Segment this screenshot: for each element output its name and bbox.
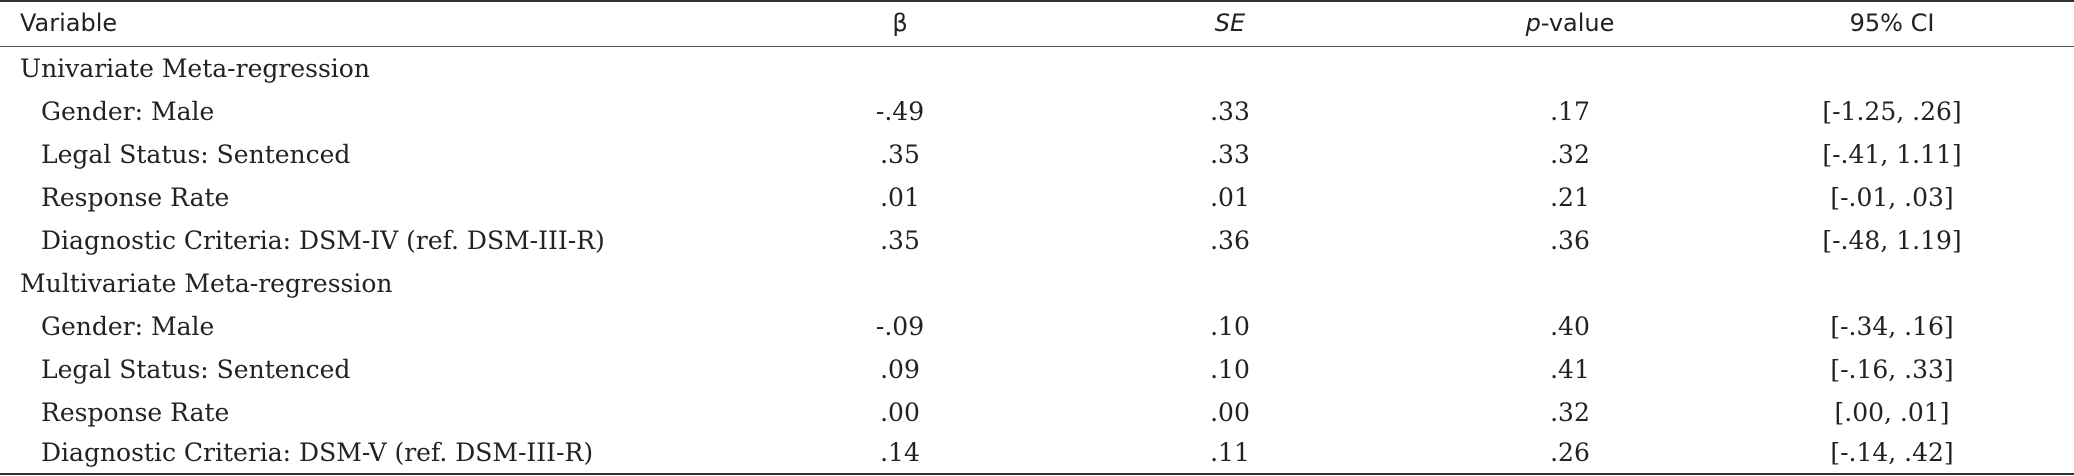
table-row: Response Rate .01 .01 .21 [-.01, .03]	[0, 176, 2074, 219]
header-variable: Variable	[20, 9, 118, 37]
se-cell: .33	[1210, 97, 1250, 126]
beta-cell: -.09	[875, 312, 925, 341]
table-header-row: Variable β SE p-value 95% CI	[0, 2, 2074, 45]
header-p-letter: p	[1525, 9, 1541, 37]
section-title-row: Multivariate Meta-regression	[0, 262, 2074, 305]
section-title: Multivariate Meta-regression	[20, 269, 393, 298]
p-value-cell: .41	[1550, 355, 1590, 384]
beta-cell: .35	[880, 140, 920, 169]
table-row: Legal Status: Sentenced .35 .33 .32 [-.4…	[0, 133, 2074, 176]
p-value-cell: .40	[1550, 312, 1590, 341]
variable-cell: Legal Status: Sentenced	[41, 355, 351, 384]
variable-cell: Legal Status: Sentenced	[41, 140, 351, 169]
p-value-cell: .17	[1550, 97, 1590, 126]
variable-cell: Diagnostic Criteria: DSM-IV (ref. DSM-II…	[41, 226, 605, 255]
beta-cell: .14	[880, 438, 920, 467]
variable-cell: Gender: Male	[41, 97, 215, 126]
header-beta: β	[892, 9, 908, 37]
ci-cell: [-.48, 1.19]	[1822, 226, 1962, 255]
table-row: Gender: Male -.09 .10 .40 [-.34, .16]	[0, 305, 2074, 348]
se-cell: .10	[1210, 312, 1250, 341]
beta-cell: -.49	[875, 97, 925, 126]
ci-cell: [-.41, 1.11]	[1822, 140, 1962, 169]
table-top-rule	[0, 0, 2074, 2]
beta-cell: .00	[880, 398, 920, 427]
se-cell: .36	[1210, 226, 1250, 255]
table-bottom-rule	[0, 473, 2074, 475]
se-cell: .10	[1210, 355, 1250, 384]
table-header-rule	[0, 46, 2074, 47]
header-p-value: p-value	[1370, 2, 1770, 45]
p-value-cell: .26	[1550, 438, 1590, 467]
table-row: Diagnostic Criteria: DSM-IV (ref. DSM-II…	[0, 219, 2074, 262]
table-row: Diagnostic Criteria: DSM-V (ref. DSM-III…	[0, 431, 2074, 474]
ci-cell: [-.01, .03]	[1830, 183, 1954, 212]
section-title: Univariate Meta-regression	[20, 54, 370, 83]
p-value-cell: .32	[1550, 140, 1590, 169]
se-cell: .00	[1210, 398, 1250, 427]
p-value-cell: .36	[1550, 226, 1590, 255]
table-row: Gender: Male -.49 .33 .17 [-1.25, .26]	[0, 90, 2074, 133]
beta-cell: .01	[880, 183, 920, 212]
beta-cell: .09	[880, 355, 920, 384]
variable-cell: Gender: Male	[41, 312, 215, 341]
header-se: SE	[1214, 9, 1246, 37]
variable-cell: Response Rate	[41, 398, 230, 427]
table-row: Legal Status: Sentenced .09 .10 .41 [-.1…	[0, 348, 2074, 391]
p-value-cell: .32	[1550, 398, 1590, 427]
variable-cell: Diagnostic Criteria: DSM-V (ref. DSM-III…	[41, 438, 594, 467]
header-ci: 95% CI	[1849, 9, 1935, 37]
ci-cell: [-1.25, .26]	[1822, 97, 1962, 126]
ci-cell: [-.16, .33]	[1830, 355, 1954, 384]
header-p-suffix: -value	[1540, 9, 1615, 37]
beta-cell: .35	[880, 226, 920, 255]
table-row: Response Rate .00 .00 .32 [.00, .01]	[0, 391, 2074, 434]
section-title-row: Univariate Meta-regression	[0, 47, 2074, 90]
variable-cell: Response Rate	[41, 183, 230, 212]
p-value-cell: .21	[1550, 183, 1590, 212]
ci-cell: [.00, .01]	[1834, 398, 1950, 427]
se-cell: .33	[1210, 140, 1250, 169]
se-cell: .11	[1210, 438, 1250, 467]
se-cell: .01	[1210, 183, 1250, 212]
ci-cell: [-.14, .42]	[1830, 438, 1954, 467]
ci-cell: [-.34, .16]	[1830, 312, 1954, 341]
